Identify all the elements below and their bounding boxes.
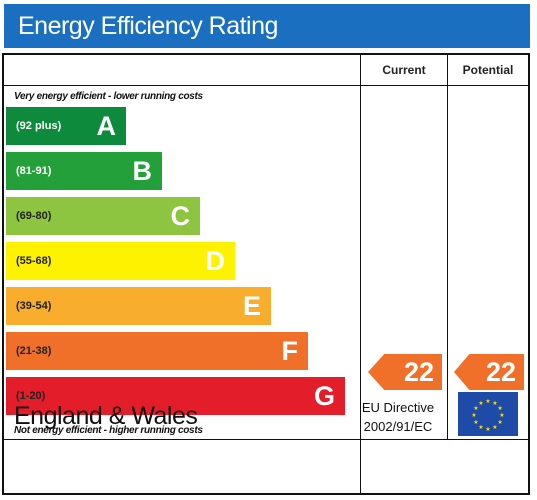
band-range: (69-80) [16, 210, 52, 222]
eu-flag-icon: ★ ★ ★ ★ ★ ★ ★ ★ ★ ★ ★ ★ [458, 392, 518, 436]
potential-column-divider [447, 55, 448, 439]
band-letter: F [281, 336, 299, 366]
flag-star: ★ [473, 405, 478, 412]
header-row-divider [4, 85, 528, 86]
band-range: (81-91) [16, 165, 52, 177]
chart-title: Energy Efficiency Rating [4, 4, 530, 48]
band-range: (1-20) [16, 390, 46, 402]
band-letter: D [205, 246, 226, 276]
band-range: (92 plus) [16, 120, 62, 132]
band-a: (92 plus) A [6, 107, 126, 145]
potential-rating-arrow: 22 [454, 354, 524, 390]
band-letter: A [96, 111, 117, 141]
band-range: (39-54) [16, 300, 52, 312]
band-c: (69-80) C [6, 197, 200, 235]
current-arrow-shape [368, 354, 442, 390]
region-label: England & Wales [14, 402, 198, 430]
current-rating-value: 22 [403, 357, 434, 387]
potential-arrow-shape [454, 354, 524, 390]
current-column-header: Current [382, 63, 426, 77]
band-f: (21-38) F [6, 332, 308, 370]
band-letter: G [313, 381, 335, 411]
flag-star: ★ [499, 412, 504, 419]
flag-star: ★ [473, 419, 478, 426]
band-range: (55-68) [16, 255, 52, 267]
directive-line-2: 2002/91/EC [363, 419, 433, 434]
directive-line-1: EU Directive [361, 400, 435, 415]
rating-frame: Current Potential Very energy efficient … [2, 53, 530, 495]
current-rating-arrow: 22 [368, 354, 442, 390]
top-efficiency-note: Very energy efficient - lower running co… [14, 91, 203, 102]
flag-star: ★ [497, 419, 502, 426]
flag-star: ★ [478, 424, 483, 431]
flag-star: ★ [492, 400, 497, 407]
band-b: (81-91) B [6, 152, 162, 190]
potential-column-header: Potential [462, 63, 514, 77]
footer-row-divider [4, 439, 528, 440]
bottom-efficiency-note: Not energy efficient - higher running co… [14, 425, 203, 436]
band-d: (55-68) D [6, 242, 235, 280]
band-e: (39-54) E [6, 287, 271, 325]
flag-star: ★ [485, 426, 490, 433]
flag-star: ★ [485, 398, 490, 405]
potential-rating-value: 22 [485, 357, 516, 387]
eu-flag-stars: ★★★★★★★★★ ★ ★★ [471, 398, 504, 433]
band-range: (21-38) [16, 345, 52, 357]
flag-star: ★ [478, 400, 483, 407]
band-letter: C [170, 201, 191, 231]
band-letter: B [132, 156, 153, 186]
flag-star: ★ [497, 405, 502, 412]
band-letter: E [242, 291, 261, 321]
band-g: (1-20) G [6, 377, 345, 415]
flag-star: ★ [492, 424, 497, 431]
flag-star: ★ [471, 412, 476, 419]
eu-directive: EU Directive 2002/91/EC [346, 398, 450, 436]
current-column-divider [360, 55, 361, 493]
